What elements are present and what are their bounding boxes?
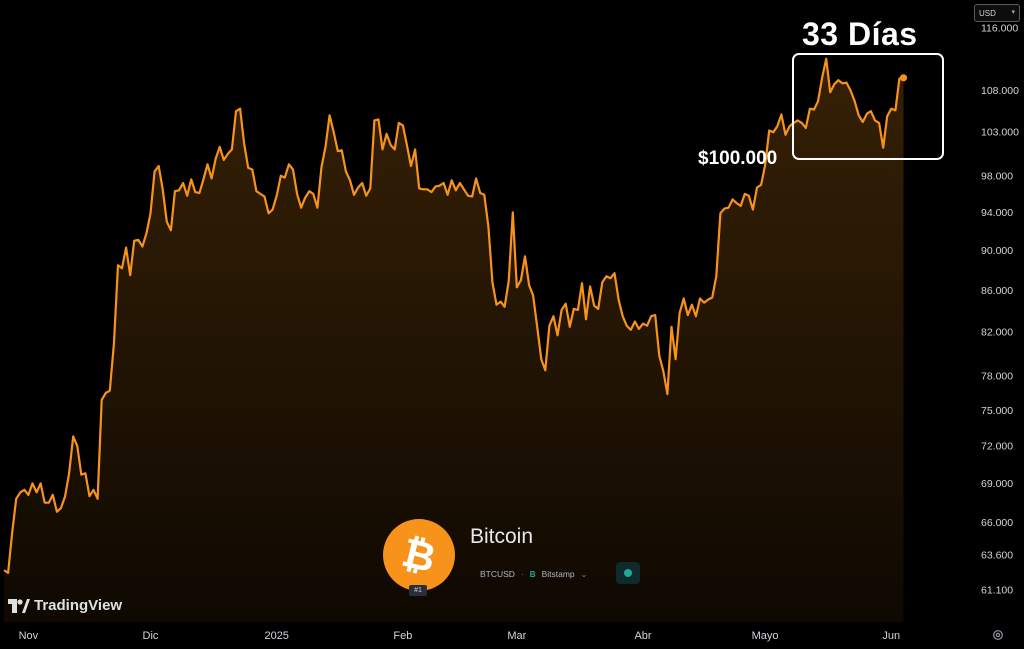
x-tick-label: Nov xyxy=(19,630,39,642)
x-tick-label: Dic xyxy=(143,630,159,642)
tradingview-wordmark: TradingView xyxy=(34,597,123,614)
y-tick-label: 90.000 xyxy=(981,245,1013,257)
separator-dot: · xyxy=(520,569,524,579)
y-tick-label: 94.000 xyxy=(981,207,1013,219)
currency-label: USD xyxy=(979,8,996,18)
y-tick-label: 72.000 xyxy=(981,441,1013,453)
currency-select[interactable]: USD ▾ xyxy=(974,4,1020,22)
asset-name: Bitcoin xyxy=(470,525,534,548)
symbol-label: BTCUSD xyxy=(480,569,515,579)
price-level-annotation: $100.000 xyxy=(698,148,778,169)
tradingview-mark-icon xyxy=(8,598,30,613)
y-tick-label: 116.000 xyxy=(981,23,1018,35)
highlight-box xyxy=(792,53,944,160)
x-tick-label: Abr xyxy=(634,630,651,642)
x-tick-label: Jun xyxy=(882,630,900,642)
price-line[interactable] xyxy=(3,57,904,574)
chevron-down-icon: ▾ xyxy=(1011,9,1015,16)
x-tick-label: Feb xyxy=(393,630,412,642)
rank-badge: #1 xyxy=(409,585,427,596)
x-tick-label: 2025 xyxy=(264,630,288,642)
y-tick-label: 86.000 xyxy=(981,285,1013,297)
y-tick-label: 103.000 xyxy=(981,127,1019,139)
exchange-label: Bitstamp xyxy=(541,569,575,579)
y-tick-label: 61.100 xyxy=(981,585,1013,597)
days-annotation: 33 Días xyxy=(802,16,918,52)
y-tick-label: 63.600 xyxy=(981,549,1013,561)
bitcoin-logo-icon[interactable]: ₿ xyxy=(383,519,455,591)
tradingview-logo[interactable]: TradingView xyxy=(8,597,122,614)
price-area xyxy=(4,58,904,623)
settings-icon[interactable] xyxy=(992,629,1004,641)
symbol-row[interactable]: BTCUSD · B Bitstamp ⌄ xyxy=(480,569,587,579)
y-tick-label: 108.000 xyxy=(981,85,1019,97)
last-price-point[interactable] xyxy=(899,74,908,82)
y-tick-label: 82.000 xyxy=(981,327,1013,339)
market-status-indicator[interactable] xyxy=(616,562,640,584)
x-tick-label: Mayo xyxy=(752,630,779,642)
y-tick-label: 69.000 xyxy=(981,478,1013,490)
status-dot-icon xyxy=(624,569,632,577)
y-tick-label: 98.000 xyxy=(981,170,1013,182)
y-tick-label: 75.000 xyxy=(981,405,1013,417)
chevron-down-icon: ⌄ xyxy=(580,569,588,579)
y-axis: 116.000 108.000 103.000 98.000 94.000 90.000 8… xyxy=(981,23,1019,597)
y-tick-label: 66.000 xyxy=(981,517,1013,529)
y-tick-label: 78.000 xyxy=(981,370,1013,382)
x-axis: Nov Dic 2025 Feb Mar Abr Mayo Jun xyxy=(19,630,901,642)
exchange-icon: B xyxy=(529,569,536,579)
x-tick-label: Mar xyxy=(507,630,526,642)
